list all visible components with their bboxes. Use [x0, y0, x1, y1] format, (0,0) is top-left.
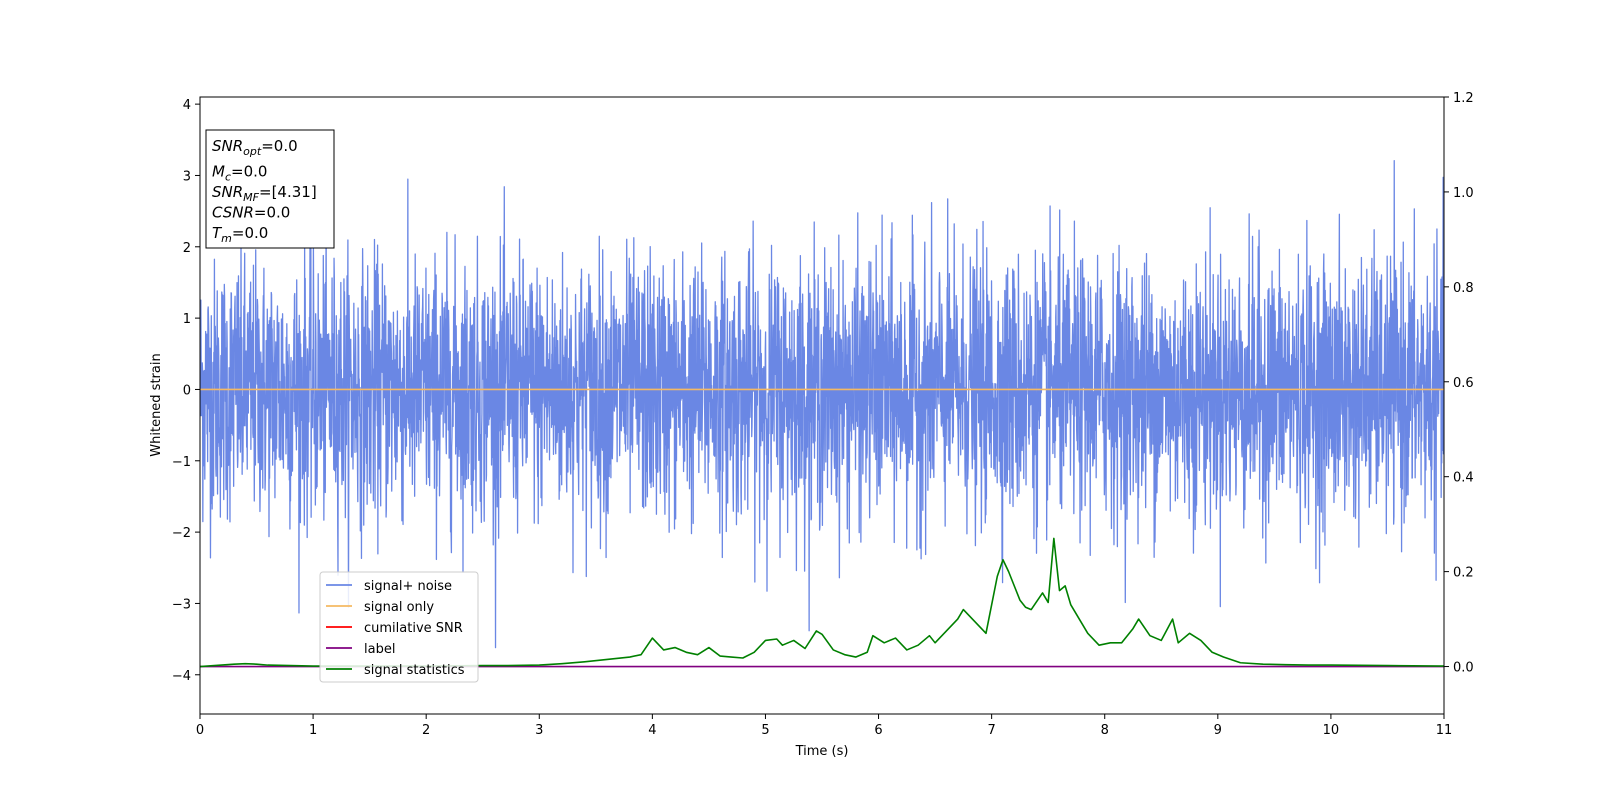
x-tick-label-1: 1 [309, 723, 317, 738]
legend-label-label: label [364, 642, 395, 657]
x-axis-label: Time (s) [795, 744, 849, 759]
legend: signal+ noise signal only cumilative SNR la… [319, 571, 479, 683]
legend-label-cumilative-snr: cumilative SNR [364, 621, 463, 636]
x-tick-label-3: 3 [535, 723, 543, 738]
y2-tick-label-1: 0.2 [1453, 566, 1474, 581]
series-signal-noise [200, 160, 1444, 649]
x-tick-label-10: 10 [1323, 723, 1340, 738]
info-box-frame [205, 129, 335, 249]
x-tick-label-9: 9 [1214, 723, 1222, 738]
x-tick-label-7: 7 [987, 723, 995, 738]
y-tick-label-3: −1 [172, 455, 191, 470]
x-tick-label-6: 6 [874, 723, 882, 738]
info-line-0: SNRopt=0.0 [212, 137, 298, 158]
y2-tick-label-4: 0.8 [1453, 281, 1474, 296]
plot-frame [199, 96, 1445, 715]
y2-tick-label-2: 0.4 [1453, 471, 1474, 486]
y-tick-label-2: −2 [172, 526, 191, 541]
y-tick-label-8: 4 [183, 98, 191, 113]
x-axis: 0 1 2 3 4 5 6 7 8 9 10 11 [196, 714, 1452, 738]
info-line-4: Tm=0.0 [212, 224, 268, 245]
info-line-3: CSNR=0.0 [212, 204, 290, 222]
y-tick-label-6: 2 [183, 241, 191, 256]
x-tick-label-11: 11 [1436, 723, 1453, 738]
x-tick-label-8: 8 [1101, 723, 1109, 738]
x-tick-label-4: 4 [648, 723, 656, 738]
x-tick-label-5: 5 [761, 723, 769, 738]
info-line-1: Mc=0.0 [212, 163, 267, 184]
series-signal-statistics [200, 537, 1444, 668]
legend-label-signal-only: signal only [364, 600, 434, 615]
y-tick-label-4: 0 [183, 383, 191, 398]
x-tick-label-2: 2 [422, 723, 430, 738]
y-tick-label-0: −4 [172, 669, 191, 684]
y-axis-label: Whitened strain [149, 353, 164, 456]
y-tick-label-1: −3 [172, 597, 191, 612]
y2-tick-label-3: 0.6 [1453, 376, 1474, 391]
legend-label-signal-statistics: signal statistics [364, 663, 465, 678]
y2-tick-label-6: 1.2 [1453, 91, 1474, 106]
legend-frame [319, 571, 479, 683]
x-tick-label-0: 0 [196, 723, 204, 738]
y2-axis: 0.0 0.2 0.4 0.6 0.8 1.0 1.2 [1444, 91, 1474, 676]
y-tick-label-5: 1 [183, 312, 191, 327]
info-line-2: SNRMF=[4.31] [212, 183, 317, 204]
y2-tick-label-5: 1.0 [1453, 186, 1474, 201]
y2-tick-label-0: 0.0 [1453, 661, 1474, 676]
legend-label-signal-noise: signal+ noise [364, 579, 452, 594]
y-tick-label-7: 3 [183, 169, 191, 184]
y-axis: −4 −3 −2 −1 0 1 2 3 4 [172, 98, 200, 684]
